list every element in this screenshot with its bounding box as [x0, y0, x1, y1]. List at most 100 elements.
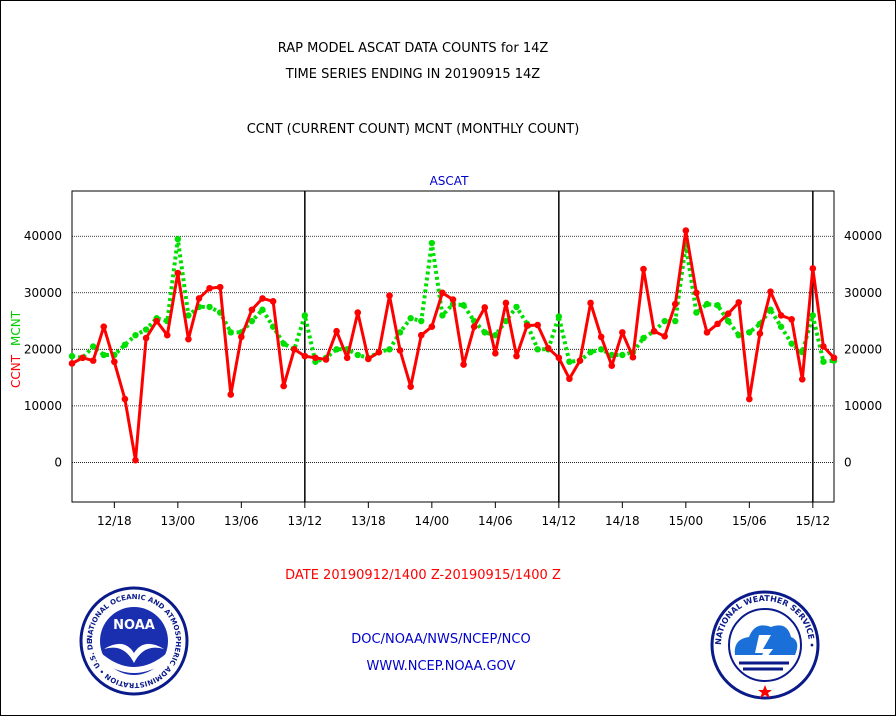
ccnt-series-point — [608, 362, 616, 370]
ccnt-series-point — [290, 346, 298, 353]
mcnt-series-point — [354, 351, 361, 359]
x-tick-label: 14/18 — [605, 514, 640, 528]
x-tick-label: 14/00 — [415, 514, 450, 528]
ccnt-series-point — [386, 292, 393, 299]
ccnt-series-point — [407, 383, 414, 390]
mcnt-series-point — [68, 352, 76, 360]
date-range-label: DATE 20190912/1400 Z-20190915/1400 Z — [285, 568, 561, 583]
url-link[interactable]: WWW.NCEP.NOAA.GOV — [367, 659, 516, 674]
y-tick-label-right: 0 — [844, 455, 852, 469]
mcnt-series-point — [619, 351, 626, 359]
ccnt-series-point — [756, 330, 764, 337]
chart-title: ASCAT — [430, 174, 469, 188]
mcnt-series-point — [206, 303, 213, 311]
y-tick-label-right: 40000 — [844, 229, 882, 243]
ccnt-series-point — [597, 333, 605, 341]
x-tick-label: 15/12 — [796, 514, 831, 528]
ccnt-series-point — [375, 348, 383, 356]
ccnt-series-point — [449, 296, 457, 303]
mcnt-series-point — [174, 235, 182, 243]
mcnt-series-point — [333, 346, 340, 353]
ccnt-series-point — [216, 283, 224, 291]
x-tick-label: 14/06 — [478, 514, 513, 528]
ccnt-series-point — [301, 352, 309, 360]
ccnt-series-point — [809, 265, 817, 272]
ccnt-series-point — [746, 395, 753, 403]
ccnt-series-point — [195, 295, 203, 302]
ccnt-series-point — [714, 320, 721, 328]
ccnt-series-point — [513, 352, 520, 360]
mcnt-series-point — [640, 334, 647, 342]
noaa-wave-icon — [101, 653, 167, 673]
mcnt-series-point — [89, 343, 97, 350]
mcnt-series-point — [703, 300, 711, 308]
mcnt-series-point — [439, 312, 446, 319]
ccnt-series-point — [629, 353, 637, 361]
x-tick-label: 13/00 — [161, 514, 196, 528]
ccnt-series-point — [238, 333, 245, 341]
x-tick-label: 12/18 — [97, 514, 132, 528]
title-line2: TIME SERIES ENDING IN 20190915 14Z — [285, 67, 541, 82]
plot-area: 0 0 10000 10000 20000 20000 30000 30000 40000 400… — [24, 190, 882, 528]
ccnt-series-point — [206, 284, 213, 292]
ccnt-series-point — [566, 375, 573, 383]
mcnt-series-point — [661, 317, 668, 325]
ccnt-series-point — [640, 265, 647, 273]
mcnt-series-point — [100, 351, 107, 359]
ccnt-series-point — [470, 323, 478, 331]
noaa-logo-text: NOAA — [113, 618, 155, 633]
ccnt-series-point — [661, 333, 668, 340]
x-tick-label: 15/00 — [669, 514, 704, 528]
ccnt-series-point — [534, 321, 541, 329]
mcnt-series-point — [301, 312, 309, 319]
ccnt-series-point — [724, 310, 732, 318]
x-tick-label: 13/06 — [224, 514, 259, 528]
mcnt-series-point — [672, 317, 679, 325]
ccnt-series-point — [767, 288, 774, 295]
ccnt-series-point — [735, 299, 743, 306]
ccnt-series-point — [280, 382, 287, 390]
mcnt-series-point — [396, 329, 404, 336]
ccnt-series-point — [587, 299, 594, 307]
y-axis-label-mcnt: MCNT — [9, 310, 23, 346]
y-tick-label-left: 10000 — [24, 399, 62, 413]
noaa-logo-icon: NATIONAL OCEANIC AND ATMOSPHERIC ADMINIS… — [79, 586, 189, 696]
mcnt-series-point — [460, 302, 467, 309]
mcnt-series-point — [492, 331, 499, 339]
ccnt-series-point — [555, 354, 563, 362]
ccnt-series-point — [788, 316, 795, 323]
mcnt-series-point — [724, 317, 732, 325]
ccnt-series-point — [417, 331, 425, 339]
ccnt-series-point — [185, 335, 192, 343]
ccnt-series-point — [682, 227, 690, 234]
ccnt-series-point — [820, 343, 827, 350]
ccnt-series-point — [439, 289, 446, 297]
ccnt-series-point — [619, 329, 626, 336]
ccnt-series-point — [693, 289, 700, 297]
mcnt-series-point — [513, 303, 520, 311]
mcnt-series-point — [407, 315, 414, 322]
mcnt-series-point — [788, 340, 795, 347]
mcnt-series-point — [481, 329, 488, 336]
ccnt-series-point — [227, 391, 235, 398]
mcnt-series-point — [121, 341, 129, 349]
ccnt-series-point — [68, 360, 76, 367]
ccnt-series-point — [111, 358, 118, 366]
mcnt-series-point — [735, 331, 742, 339]
mcnt-series-point — [259, 306, 266, 313]
ccnt-series-point — [777, 312, 785, 319]
ccnt-series-point — [396, 347, 404, 354]
ccnt-series-point — [428, 323, 436, 331]
ccnt-series-point — [322, 356, 330, 363]
y-axis-label-ccnt: CCNT — [9, 354, 23, 388]
ccnt-series-point — [343, 354, 351, 362]
ccnt-series-point — [576, 357, 584, 364]
ccnt-series-point — [354, 309, 362, 316]
ccnt-series-point — [269, 297, 277, 305]
ccnt-series-point — [650, 327, 658, 335]
ccnt-series-point — [121, 395, 129, 403]
ccnt-series-point — [502, 299, 510, 307]
ccnt-series-point — [671, 300, 679, 308]
mcnt-series-point — [820, 358, 827, 365]
